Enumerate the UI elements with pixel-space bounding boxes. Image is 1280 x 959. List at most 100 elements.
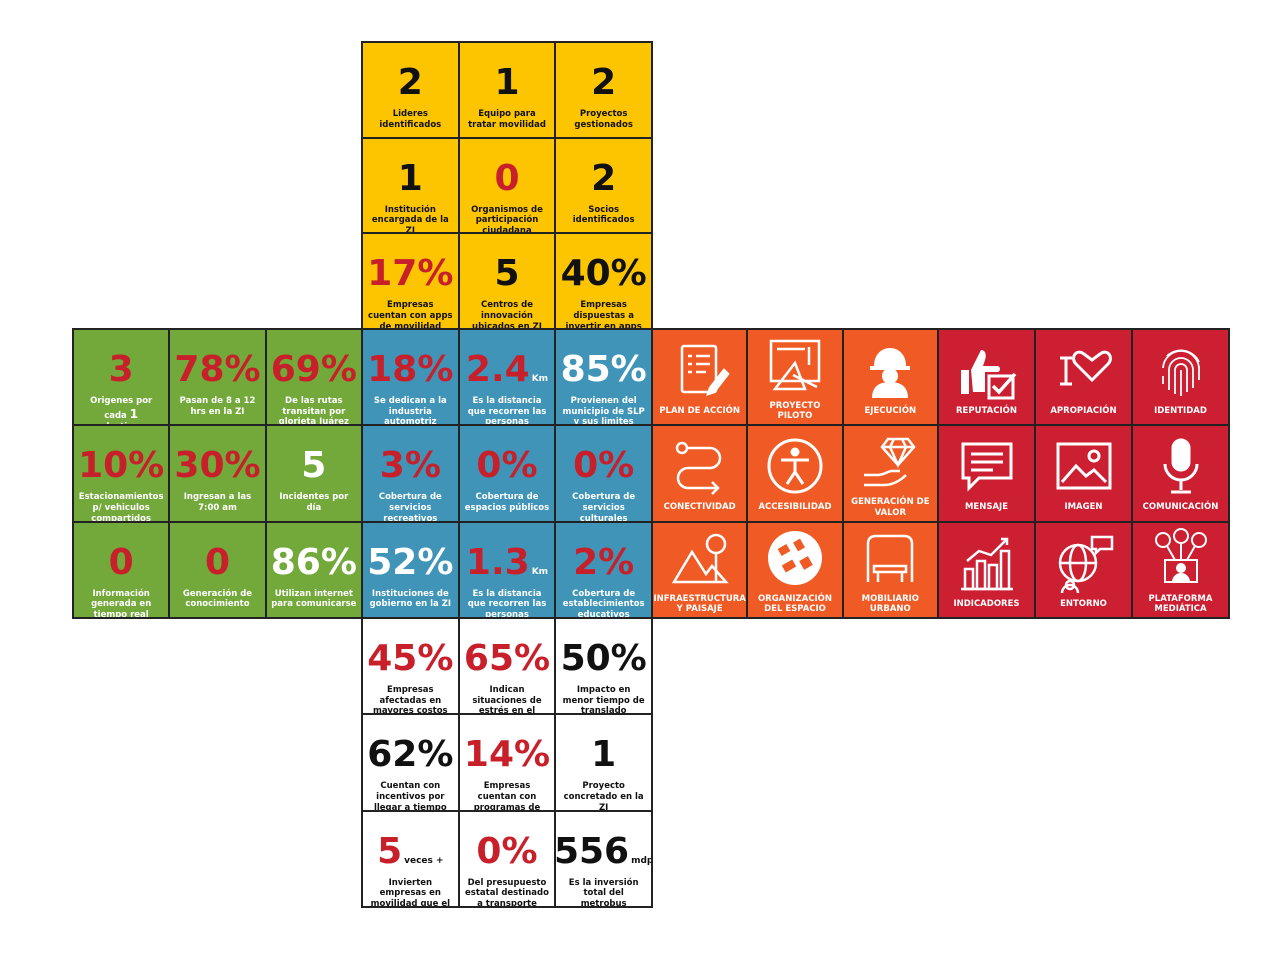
stat-cell: 62% Cuentan con incentivos por llegar a t… xyxy=(362,714,459,811)
stat-value: 78% xyxy=(174,349,261,390)
stat-cell: 14% Empresas cuentan con programas de apo… xyxy=(458,714,556,811)
stat-cell: 5 Centros de innovación ubicados en ZI xyxy=(458,233,556,329)
stat-value: 556 mdp xyxy=(555,830,652,872)
i-love-icon xyxy=(1054,340,1114,400)
stat-value: 3 xyxy=(108,349,134,390)
stat-cell: 5 Incidentes por día xyxy=(265,425,362,522)
face-bottom-white: 45% Empresas afectadas en mayores costos … xyxy=(361,617,653,908)
icon-label: COMUNICACIÓN xyxy=(1142,502,1219,513)
icon-label: IMAGEN xyxy=(1064,502,1103,513)
stat-caption: Cuentan con incentivos por llegar a tiem… xyxy=(373,781,447,811)
diamond-hand-icon xyxy=(860,431,920,491)
stat-caption: Ingresan a las 7:00 am xyxy=(183,492,252,513)
stat-caption: Organismos de participación ciudadana xyxy=(471,204,543,234)
microphone-icon xyxy=(1151,436,1211,496)
stat-value: 5 veces + xyxy=(377,830,444,872)
stat-caption: Se dedican a la industria automotriz xyxy=(373,396,447,426)
icon-cell: INFRAESTRUCTURA Y PAISAJE xyxy=(652,521,748,618)
stat-cell: 1.3 Km Es la distancia que recorren las pe… xyxy=(458,521,556,618)
icon-cell: ENTORNO xyxy=(1035,521,1132,618)
stat-cell: 2% Cobertura de establecimientos educativ… xyxy=(555,521,652,618)
stat-value: 2% xyxy=(573,541,635,583)
stat-cell: 1 Equipo para tratar movilidad xyxy=(458,42,556,138)
stat-cell: 17% Empresas cuentan con apps de movilida… xyxy=(362,233,459,329)
stat-cell: 86% Utilizan internet para comunicarse xyxy=(265,521,362,618)
icon-label: MOBILIARIO URBANO xyxy=(861,593,920,614)
stat-caption: Cobertura de establecimientos educativos xyxy=(562,588,645,618)
face-red-icons: REPUTACIÓN APROPIACIÓN IDENTIDAD MENSAJE… xyxy=(937,328,1230,619)
stat-cell: 0% Del presupuesto estatal destinado a tr… xyxy=(458,810,556,907)
stat-cell: 556 mdp Es la inversión total del metrobus xyxy=(555,810,652,907)
bus-stop-icon xyxy=(860,528,920,588)
stat-caption: Cobertura de servicios culturales xyxy=(572,492,636,522)
stat-cell: 3 Origenes por cada 1destino xyxy=(73,329,170,426)
fingerprint-icon xyxy=(1151,340,1211,400)
stat-value: 1 xyxy=(591,734,617,776)
stat-value: 1.3 Km xyxy=(465,541,549,583)
stat-caption: Empresas dispuestas a invertir en apps xyxy=(565,300,642,329)
stat-value: 0% xyxy=(476,830,538,872)
stat-value: 52% xyxy=(367,541,454,583)
stat-value: 0% xyxy=(573,445,635,487)
stat-caption: Información generada en tiempo real xyxy=(91,588,152,618)
stat-caption: Centros de innovación ubicados en ZI xyxy=(472,300,542,329)
globe-chat-icon xyxy=(1054,533,1114,593)
icon-cell: MOBILIARIO URBANO xyxy=(842,521,938,618)
stat-caption: Utilizan internet para comunicarse xyxy=(271,588,357,610)
icon-cell: REPUTACIÓN xyxy=(938,329,1035,426)
icon-cell: CONECTIVIDAD xyxy=(652,425,748,522)
icon-label: APROPIACIÓN xyxy=(1050,406,1117,417)
stat-cell: 52% Instituciones de gobierno en la ZI xyxy=(362,521,459,618)
stat-value: 30% xyxy=(174,445,261,487)
icon-cell: ACCESIBILIDAD xyxy=(747,425,843,522)
icon-cell: EJECUCIÓN xyxy=(842,329,938,426)
stat-value: 0 xyxy=(494,157,520,199)
stat-cell: 50% Impacto en menor tiempo de translado xyxy=(555,618,652,715)
stat-cell: 30% Ingresan a las 7:00 am xyxy=(169,425,266,522)
icon-label: CONECTIVIDAD xyxy=(663,502,736,513)
stat-cell: 65% Indican situaciones de estrés en el p… xyxy=(458,618,556,715)
icon-cell: GENERACIÓN DE VALOR xyxy=(842,425,938,522)
stat-caption: Cobertura de servicios recreativos xyxy=(378,492,442,522)
stat-value: 0% xyxy=(476,445,538,487)
stat-caption: Instituciones de gobierno en la ZI xyxy=(369,588,452,610)
stat-value: 2 xyxy=(591,62,617,103)
icon-label: ENTORNO xyxy=(1060,598,1107,609)
stat-caption: Socios identificados xyxy=(572,204,635,226)
face-top-yellow: 2 Lideres identificados 1 Equipo para trat… xyxy=(361,41,653,330)
stat-cell: 10% Estacionamientos p/ vehiculos compart… xyxy=(73,425,170,522)
stat-caption: Es la distancia que recorren las persona… xyxy=(467,588,547,618)
stat-value: 2.4 Km xyxy=(465,349,549,390)
stat-caption: De las rutas transitan por glorieta Juár… xyxy=(278,396,349,426)
stat-cell: 0% Cobertura de espacios públicos xyxy=(458,425,556,522)
icon-label: PROYECTO PILOTO xyxy=(769,400,821,422)
stat-value: 69% xyxy=(270,349,357,390)
icon-label: INDICADORES xyxy=(953,598,1020,609)
stat-cell: 85% Provienen del municipio de SLP y sus … xyxy=(555,329,652,426)
stat-value: 86% xyxy=(270,541,357,583)
stat-caption: Lideres identificados xyxy=(379,109,442,130)
stat-value: 40% xyxy=(560,253,647,295)
icon-label: EJECUCIÓN xyxy=(864,406,917,417)
stat-caption: Indican situaciones de estrés en el pers… xyxy=(472,685,542,715)
stat-value: 14% xyxy=(463,734,551,776)
thumbs-check-icon xyxy=(957,340,1017,400)
icon-cell: ORGANIZACIÓN DEL ESPACIO xyxy=(747,521,843,618)
stat-caption: Invierten empresas en movilidad que el g… xyxy=(370,877,451,907)
stat-caption: Empresas cuentan con programas de apoyo xyxy=(473,781,541,811)
icon-label: GENERACIÓN DE VALOR xyxy=(851,497,930,518)
stat-cell: 2 Lideres identificados xyxy=(362,42,459,138)
stat-cell: 45% Empresas afectadas en mayores costos … xyxy=(362,618,459,715)
route-icon xyxy=(670,436,730,496)
icon-cell: PLATAFORMA MEDIÁTICA xyxy=(1132,521,1229,618)
stat-cell: 2 Proyectos gestionados xyxy=(555,42,652,138)
worker-icon xyxy=(860,340,920,400)
stat-value: 45% xyxy=(367,638,454,679)
icon-label: ACCESIBILIDAD xyxy=(758,502,832,513)
stat-value: 2 xyxy=(397,62,423,103)
stat-value: 17% xyxy=(367,253,454,295)
stat-cell: 40% Empresas dispuestas a invertir en app… xyxy=(555,233,652,329)
stat-caption: Cobertura de espacios públicos xyxy=(464,492,550,513)
landscape-icon xyxy=(670,528,730,588)
blueprint-icon xyxy=(765,335,825,395)
